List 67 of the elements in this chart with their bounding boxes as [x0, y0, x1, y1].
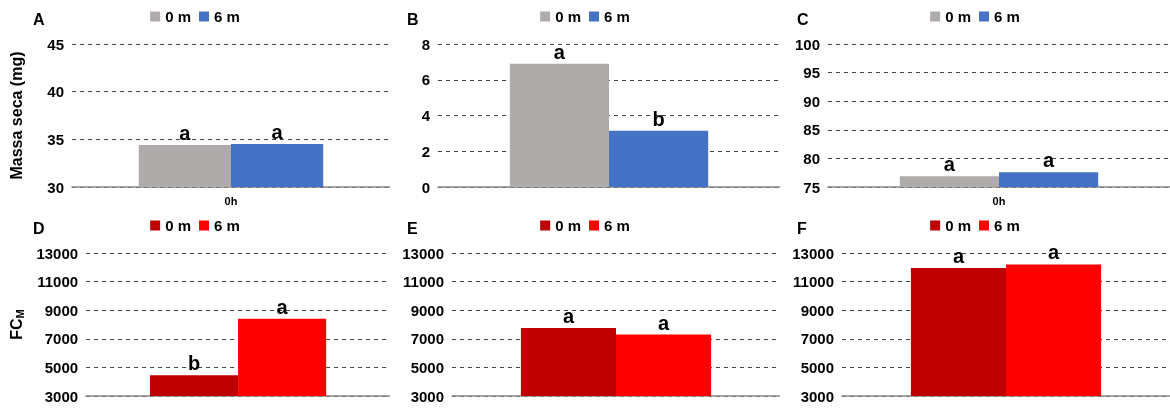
- y-tick-label: 85: [803, 121, 820, 139]
- data-label: a: [1048, 241, 1060, 264]
- y-tick-label: 75: [803, 178, 820, 196]
- y-tick-label: 4: [421, 107, 431, 124]
- y-tick-label: 11000: [793, 273, 834, 291]
- data-label: a: [562, 305, 575, 328]
- legend-label: 6 m: [214, 217, 240, 234]
- y-tick-label: 11000: [403, 273, 444, 291]
- legend-label: 0 m: [165, 217, 192, 234]
- chart-title: A: [33, 10, 45, 28]
- data-label: a: [276, 295, 289, 318]
- y-tick-label: 5000: [44, 358, 79, 376]
- chart-title: C: [797, 10, 809, 28]
- y-tick-label: 7000: [800, 330, 834, 348]
- data-label: a: [553, 40, 566, 63]
- y-tick-label: 95: [803, 64, 820, 82]
- legend-label: 0 m: [945, 8, 972, 25]
- y-tick-label: 3000: [800, 387, 834, 405]
- y-tick-label: 11000: [37, 273, 79, 291]
- x-tick-label: 0h: [992, 194, 1006, 207]
- data-label: a: [943, 153, 956, 176]
- legend-label: 0 m: [555, 217, 582, 234]
- legend-label: 0 m: [945, 217, 972, 234]
- y-tick-label: 80: [803, 149, 820, 167]
- y-tick-label: 5000: [410, 358, 444, 376]
- y-tick-label: 0: [421, 178, 430, 196]
- y-axis-title: FCM: [7, 309, 26, 340]
- y-tick-label: 30: [47, 178, 64, 196]
- y-tick-label: 7000: [410, 330, 444, 348]
- data-label: a: [179, 122, 192, 145]
- y-tick-label: 13000: [36, 244, 79, 262]
- legend-label: 6 m: [994, 217, 1020, 234]
- y-tick-label: 35: [47, 130, 64, 148]
- y-tick-label: 2: [421, 142, 430, 160]
- data-label: b: [652, 107, 665, 130]
- chart-title: B: [407, 10, 419, 28]
- data-label: a: [658, 311, 670, 334]
- data-label: a: [271, 121, 284, 144]
- y-tick-label: 3000: [410, 387, 444, 405]
- chart-title: D: [33, 219, 45, 237]
- y-axis-title: Massa seca (mg): [7, 51, 25, 180]
- y-tick-label: 9000: [44, 301, 79, 319]
- chart-title: E: [407, 219, 418, 237]
- y-tick-label: 45: [47, 35, 64, 53]
- y-tick-label: 8: [421, 35, 430, 53]
- y-tick-label: 13000: [792, 244, 834, 262]
- y-tick-label: 3000: [44, 387, 79, 405]
- legend-label: 0 m: [165, 8, 192, 25]
- y-tick-label: 6: [421, 71, 430, 89]
- data-label: a: [1043, 149, 1056, 172]
- y-tick-label: 13000: [402, 244, 444, 262]
- legend-label: 6 m: [604, 217, 630, 234]
- data-label: b: [187, 352, 201, 375]
- legend-label: 6 m: [994, 8, 1020, 25]
- legend-label: 6 m: [604, 8, 630, 25]
- y-tick-label: 9000: [800, 301, 834, 319]
- y-tick-label: 9000: [410, 301, 444, 319]
- y-tick-label: 100: [794, 35, 820, 53]
- y-tick-label: 5000: [800, 358, 834, 376]
- data-label: a: [952, 245, 965, 268]
- legend-label: 6 m: [214, 8, 240, 25]
- chart-title: F: [797, 219, 807, 237]
- y-tick-label: 40: [47, 83, 64, 101]
- legend-label: 0 m: [555, 8, 582, 25]
- y-tick-label: 7000: [44, 330, 79, 348]
- x-tick-label: 0h: [224, 194, 238, 207]
- y-tick-label: 90: [803, 92, 820, 110]
